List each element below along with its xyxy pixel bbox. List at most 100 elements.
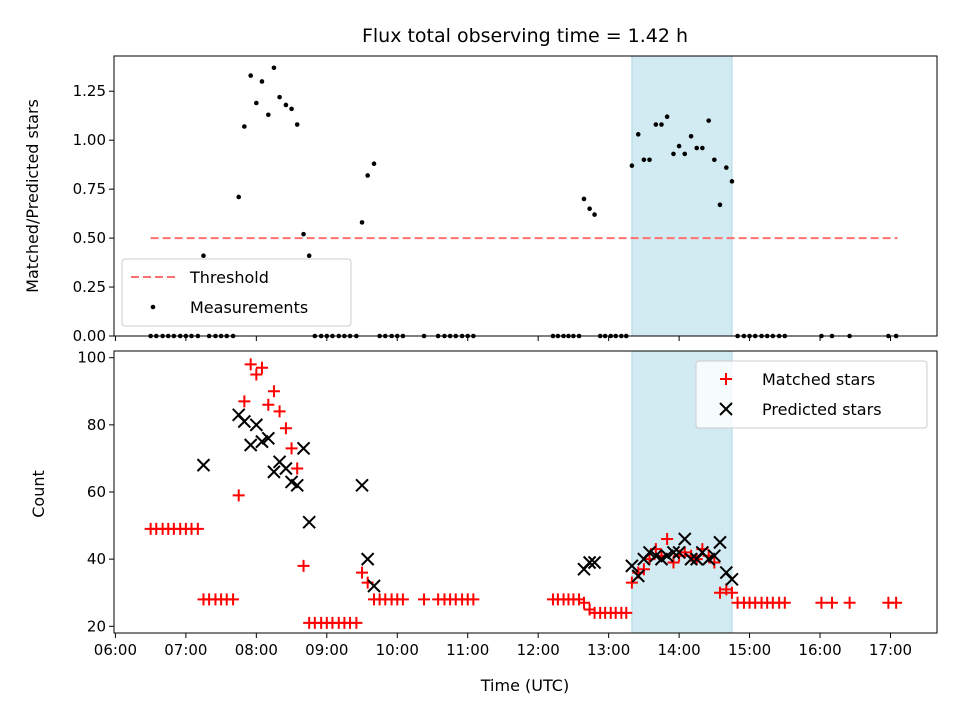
count-series-1 (196, 408, 739, 593)
predicted-point (684, 552, 698, 566)
matched-point (291, 462, 304, 475)
ratio-panel: 0.00 0.25 0.50 0.75 1.00 1.25 (73, 55, 938, 345)
matched-point (262, 398, 275, 411)
measurement-point (236, 194, 242, 200)
x-tick-label: 14:00 (657, 641, 700, 659)
matched-point (297, 559, 310, 572)
matched-point (637, 563, 650, 576)
predicted-point (290, 478, 304, 492)
matched-point (255, 361, 268, 374)
measurement-point (647, 157, 652, 163)
measurement-point (271, 65, 277, 71)
matched-legend-swatch (720, 373, 732, 385)
predicted-point (725, 572, 739, 586)
count-y-axis-label: Count (29, 470, 48, 518)
matched-point (713, 586, 726, 599)
measurement-point (266, 112, 271, 118)
ratio-legend-box (121, 258, 352, 327)
matched-point (467, 593, 480, 606)
predicted-point (625, 559, 639, 573)
measurement-point (306, 253, 312, 259)
matched-point (778, 596, 791, 609)
predicted-point (243, 438, 258, 452)
predicted-point (367, 579, 381, 593)
matched-point (396, 593, 409, 606)
predicted-point (261, 431, 276, 445)
x-tick-label: 08:00 (235, 641, 278, 659)
legend-entry-threshold: Threshold (189, 268, 269, 287)
measurement-point (289, 106, 294, 112)
measurement-point (688, 133, 694, 139)
matched-point (279, 422, 292, 435)
measurements-legend-swatch (150, 304, 156, 310)
predicted-point (587, 555, 602, 570)
ratio-y-tick-label: 1.00 (73, 131, 106, 149)
matched-point (890, 596, 903, 609)
measurement-point (254, 100, 259, 106)
legend-entry-measurements: Measurements (190, 298, 308, 317)
measurement-point (581, 196, 587, 202)
x-tick-label: 13:00 (587, 641, 630, 659)
matched-point (708, 556, 721, 569)
matched-point (577, 596, 590, 609)
matched-point (815, 596, 828, 609)
measurement-point (294, 122, 300, 127)
measurement-point (201, 253, 206, 259)
matched-point (725, 586, 738, 599)
measurement-point (671, 151, 676, 157)
chart-title: Flux total observing time = 1.42 h (362, 25, 688, 47)
measurement-point (729, 179, 735, 184)
matched-point (227, 593, 240, 606)
measurement-point (242, 124, 247, 129)
measurement-point (700, 145, 705, 151)
matched-point (244, 358, 257, 371)
matched-point (273, 405, 286, 418)
measurement-point (629, 163, 635, 168)
measurement-point (248, 73, 253, 78)
predicted-point (707, 549, 722, 563)
matched-point (356, 566, 369, 579)
measurement-point (712, 157, 717, 163)
count-legend-box (695, 360, 928, 429)
predicted-point (355, 478, 369, 492)
x-tick-label: 09:00 (305, 641, 348, 659)
measurement-point (587, 206, 592, 212)
measurement-point (365, 173, 370, 178)
measurement-point (371, 161, 377, 166)
matched-point (620, 606, 633, 619)
measurement-point (359, 220, 365, 225)
matched-point (267, 385, 280, 398)
measurement-point (724, 165, 729, 170)
count-y-tick-label: 80 (87, 416, 106, 434)
matched-point (843, 596, 856, 609)
x-tick-label: 11:00 (446, 641, 489, 659)
legend-entry-matched: Matched stars (762, 370, 875, 389)
ratio-y-tick-label: 0.50 (73, 229, 106, 247)
measurement-point (659, 122, 664, 127)
matched-point (661, 533, 674, 545)
predicted-point (672, 545, 686, 560)
x-tick-label: 06:00 (94, 641, 137, 659)
measurement-point (277, 94, 282, 100)
predicted-legend-swatch (719, 402, 733, 416)
ratio-observing-span (631, 55, 733, 337)
legend-entry-predicted: Predicted stars (762, 400, 882, 419)
measurement-point (717, 202, 723, 208)
predicted-point (660, 549, 674, 563)
measurement-point (706, 118, 712, 123)
x-tick-label: 15:00 (728, 641, 771, 659)
matched-point (625, 576, 638, 589)
ratio-y-tick-label: 1.25 (73, 82, 106, 100)
count-y-tick-label: 40 (87, 550, 106, 568)
predicted-point (678, 532, 692, 546)
ratio-legend: Threshold Measurements (121, 258, 352, 327)
matched-point (285, 442, 298, 455)
x-tick-label: 17:00 (869, 641, 912, 659)
predicted-point (237, 414, 252, 429)
matched-point (232, 489, 245, 502)
measurement-point (259, 79, 265, 84)
measurement-point (301, 231, 306, 237)
measurement-point (676, 143, 682, 149)
